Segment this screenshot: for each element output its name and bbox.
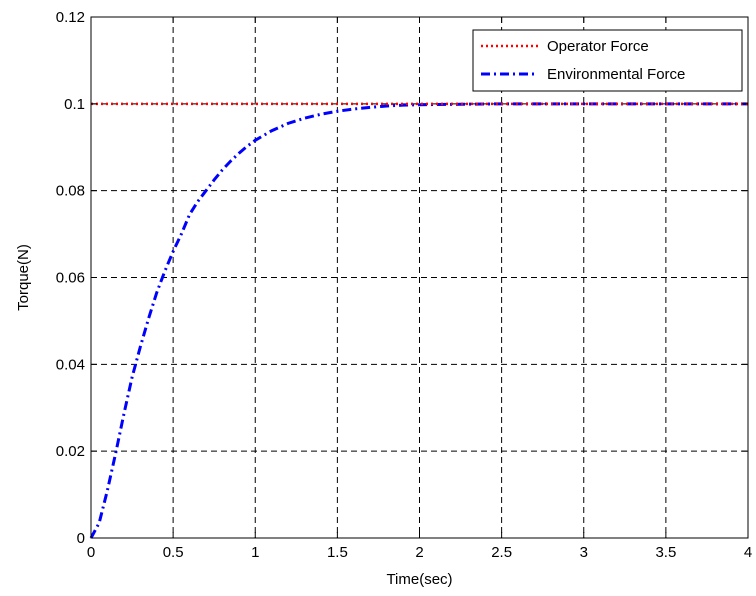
y-tick-label: 0.1: [64, 96, 85, 113]
grid-lines: [91, 17, 748, 538]
y-tick-label: 0.12: [56, 9, 85, 26]
axis-ticks: [90, 16, 749, 539]
y-tick-label: 0.02: [56, 443, 85, 460]
x-tick-label: 0.5: [163, 544, 184, 561]
x-tick-label: 2: [415, 544, 423, 561]
x-tick-label: 1: [251, 544, 259, 561]
x-tick-label: 4: [744, 544, 752, 561]
x-tick-label: 3.5: [655, 544, 676, 561]
x-tick-label: 3: [580, 544, 588, 561]
y-axis-label: Torque(N): [15, 244, 32, 311]
legend-label-operator-force: Operator Force: [547, 38, 649, 55]
y-tick-label: 0: [77, 530, 85, 547]
x-tick-label: 1.5: [327, 544, 348, 561]
legend-label-environmental-force: Environmental Force: [547, 66, 685, 83]
x-tick-label: 2.5: [491, 544, 512, 561]
legend-box: [472, 29, 743, 92]
x-axis-tick-labels: 0 0.5 1 1.5 2 2.5 3 3.5 4: [87, 544, 752, 561]
x-tick-label: 0: [87, 544, 95, 561]
series-line-environmental-force: [89, 102, 748, 539]
y-axis-tick-labels: 0 0.02 0.04 0.06 0.08 0.1 0.12: [56, 9, 85, 547]
y-tick-label: 0.08: [56, 183, 85, 200]
legend: Operator Force Environmental Force: [472, 29, 743, 92]
y-tick-label: 0.06: [56, 270, 85, 287]
series-lines: [89, 102, 748, 539]
y-tick-label: 0.04: [56, 356, 85, 373]
x-axis-label: Time(sec): [386, 571, 452, 588]
